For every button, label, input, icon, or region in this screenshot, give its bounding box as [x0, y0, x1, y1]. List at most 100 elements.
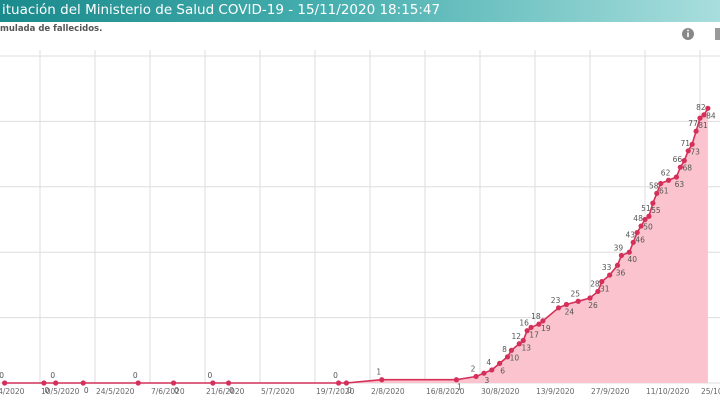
point — [575, 298, 581, 304]
x-tick-label: 27/9/2020 — [591, 387, 630, 396]
point — [210, 380, 216, 386]
data-label: 81 — [698, 121, 708, 130]
data-label: 10 — [510, 353, 520, 362]
data-label: 48 — [633, 214, 643, 223]
point — [697, 115, 703, 121]
x-tick-label: 5/7/2020 — [261, 387, 295, 396]
data-label: 24 — [565, 308, 575, 317]
point — [654, 190, 660, 196]
point — [665, 177, 672, 183]
point — [481, 370, 487, 376]
data-label: 13 — [521, 343, 531, 352]
data-label: 31 — [600, 285, 610, 294]
data-label: 0 — [174, 386, 179, 395]
point — [681, 158, 687, 164]
point — [563, 301, 570, 308]
data-label: 55 — [651, 206, 661, 215]
x-tick-label: 10/5/2020 — [41, 387, 80, 396]
data-label: 0 — [229, 386, 234, 395]
point — [225, 380, 232, 386]
data-label: 66 — [673, 155, 683, 164]
point — [634, 229, 640, 236]
point — [536, 321, 542, 327]
data-label: 51 — [641, 204, 651, 213]
point — [587, 295, 593, 301]
point — [689, 141, 695, 147]
point — [701, 112, 707, 118]
data-label: 73 — [690, 147, 700, 156]
x-tick-label: 16/8/2020 — [426, 387, 465, 396]
data-label: 28 — [590, 279, 600, 288]
data-label: 6 — [500, 366, 505, 375]
data-label: 0 — [347, 386, 352, 395]
data-label: 2 — [471, 364, 476, 373]
data-label: 77 — [688, 119, 698, 128]
plot: 26/4/2020 10/5/2020 24/5/2020 7/6/2020 21/6/… — [0, 50, 720, 396]
point — [504, 354, 511, 360]
data-label: 62 — [661, 168, 671, 177]
data-label: 18 — [531, 312, 541, 321]
data-label: 68 — [683, 164, 693, 173]
line — [4, 107, 709, 384]
x-tick-label: 25/10/2020 — [701, 387, 720, 396]
point — [343, 380, 350, 386]
x-tick-label: 13/9/2020 — [536, 387, 575, 396]
data-label: 25 — [570, 289, 580, 298]
point — [473, 373, 479, 380]
menu-icon[interactable] — [715, 28, 720, 40]
point — [646, 213, 652, 219]
point — [705, 105, 711, 111]
data-label: 43 — [625, 230, 635, 239]
x-tick-label: 11/10/2020 — [646, 387, 689, 396]
point — [516, 341, 522, 347]
point — [53, 380, 59, 386]
point — [497, 360, 503, 366]
data-label: 0 — [133, 371, 138, 380]
point — [2, 380, 8, 386]
info-icon[interactable] — [682, 28, 694, 40]
data-label: 26 — [588, 301, 598, 310]
point — [335, 380, 342, 386]
data-label: 63 — [675, 180, 685, 189]
chart-subtitle: mulada de fallecidos. — [0, 24, 103, 34]
data-label: 4 — [486, 358, 491, 367]
data-label: 33 — [602, 263, 612, 272]
data-label: 8 — [502, 345, 507, 354]
point — [453, 377, 460, 383]
data-label: 39 — [614, 243, 624, 252]
point — [595, 288, 601, 295]
data-label: 0 — [0, 371, 4, 380]
data-label: 0 — [45, 386, 50, 395]
point — [170, 380, 177, 386]
data-label: 16 — [519, 319, 529, 328]
point — [626, 249, 632, 255]
data-label: 12 — [512, 332, 522, 341]
data-label: 58 — [649, 181, 659, 190]
point — [379, 377, 385, 383]
point — [41, 380, 47, 386]
data-label: 0 — [207, 371, 212, 380]
data-label: 71 — [680, 139, 690, 148]
data-label: 0 — [50, 371, 55, 380]
data-label: 82 — [696, 103, 706, 112]
x-tick-label: 24/5/2020 — [96, 387, 135, 396]
data-label: 1 — [457, 383, 462, 392]
x-tick-label: 30/8/2020 — [481, 387, 520, 396]
data-label: 19 — [541, 324, 551, 333]
point — [630, 239, 636, 245]
data-label: 46 — [635, 236, 645, 245]
data-label: 0 — [333, 371, 338, 380]
point — [489, 367, 495, 373]
point — [638, 223, 644, 229]
data-label: 50 — [643, 223, 653, 232]
x-tick-label: 2/8/2020 — [371, 387, 405, 396]
point — [673, 174, 680, 180]
point — [555, 305, 562, 311]
point — [524, 328, 530, 334]
data-label: 0 — [84, 386, 89, 395]
point — [540, 318, 546, 324]
point — [599, 279, 605, 285]
data-label: 17 — [529, 330, 539, 339]
data-label: 1 — [376, 368, 381, 377]
